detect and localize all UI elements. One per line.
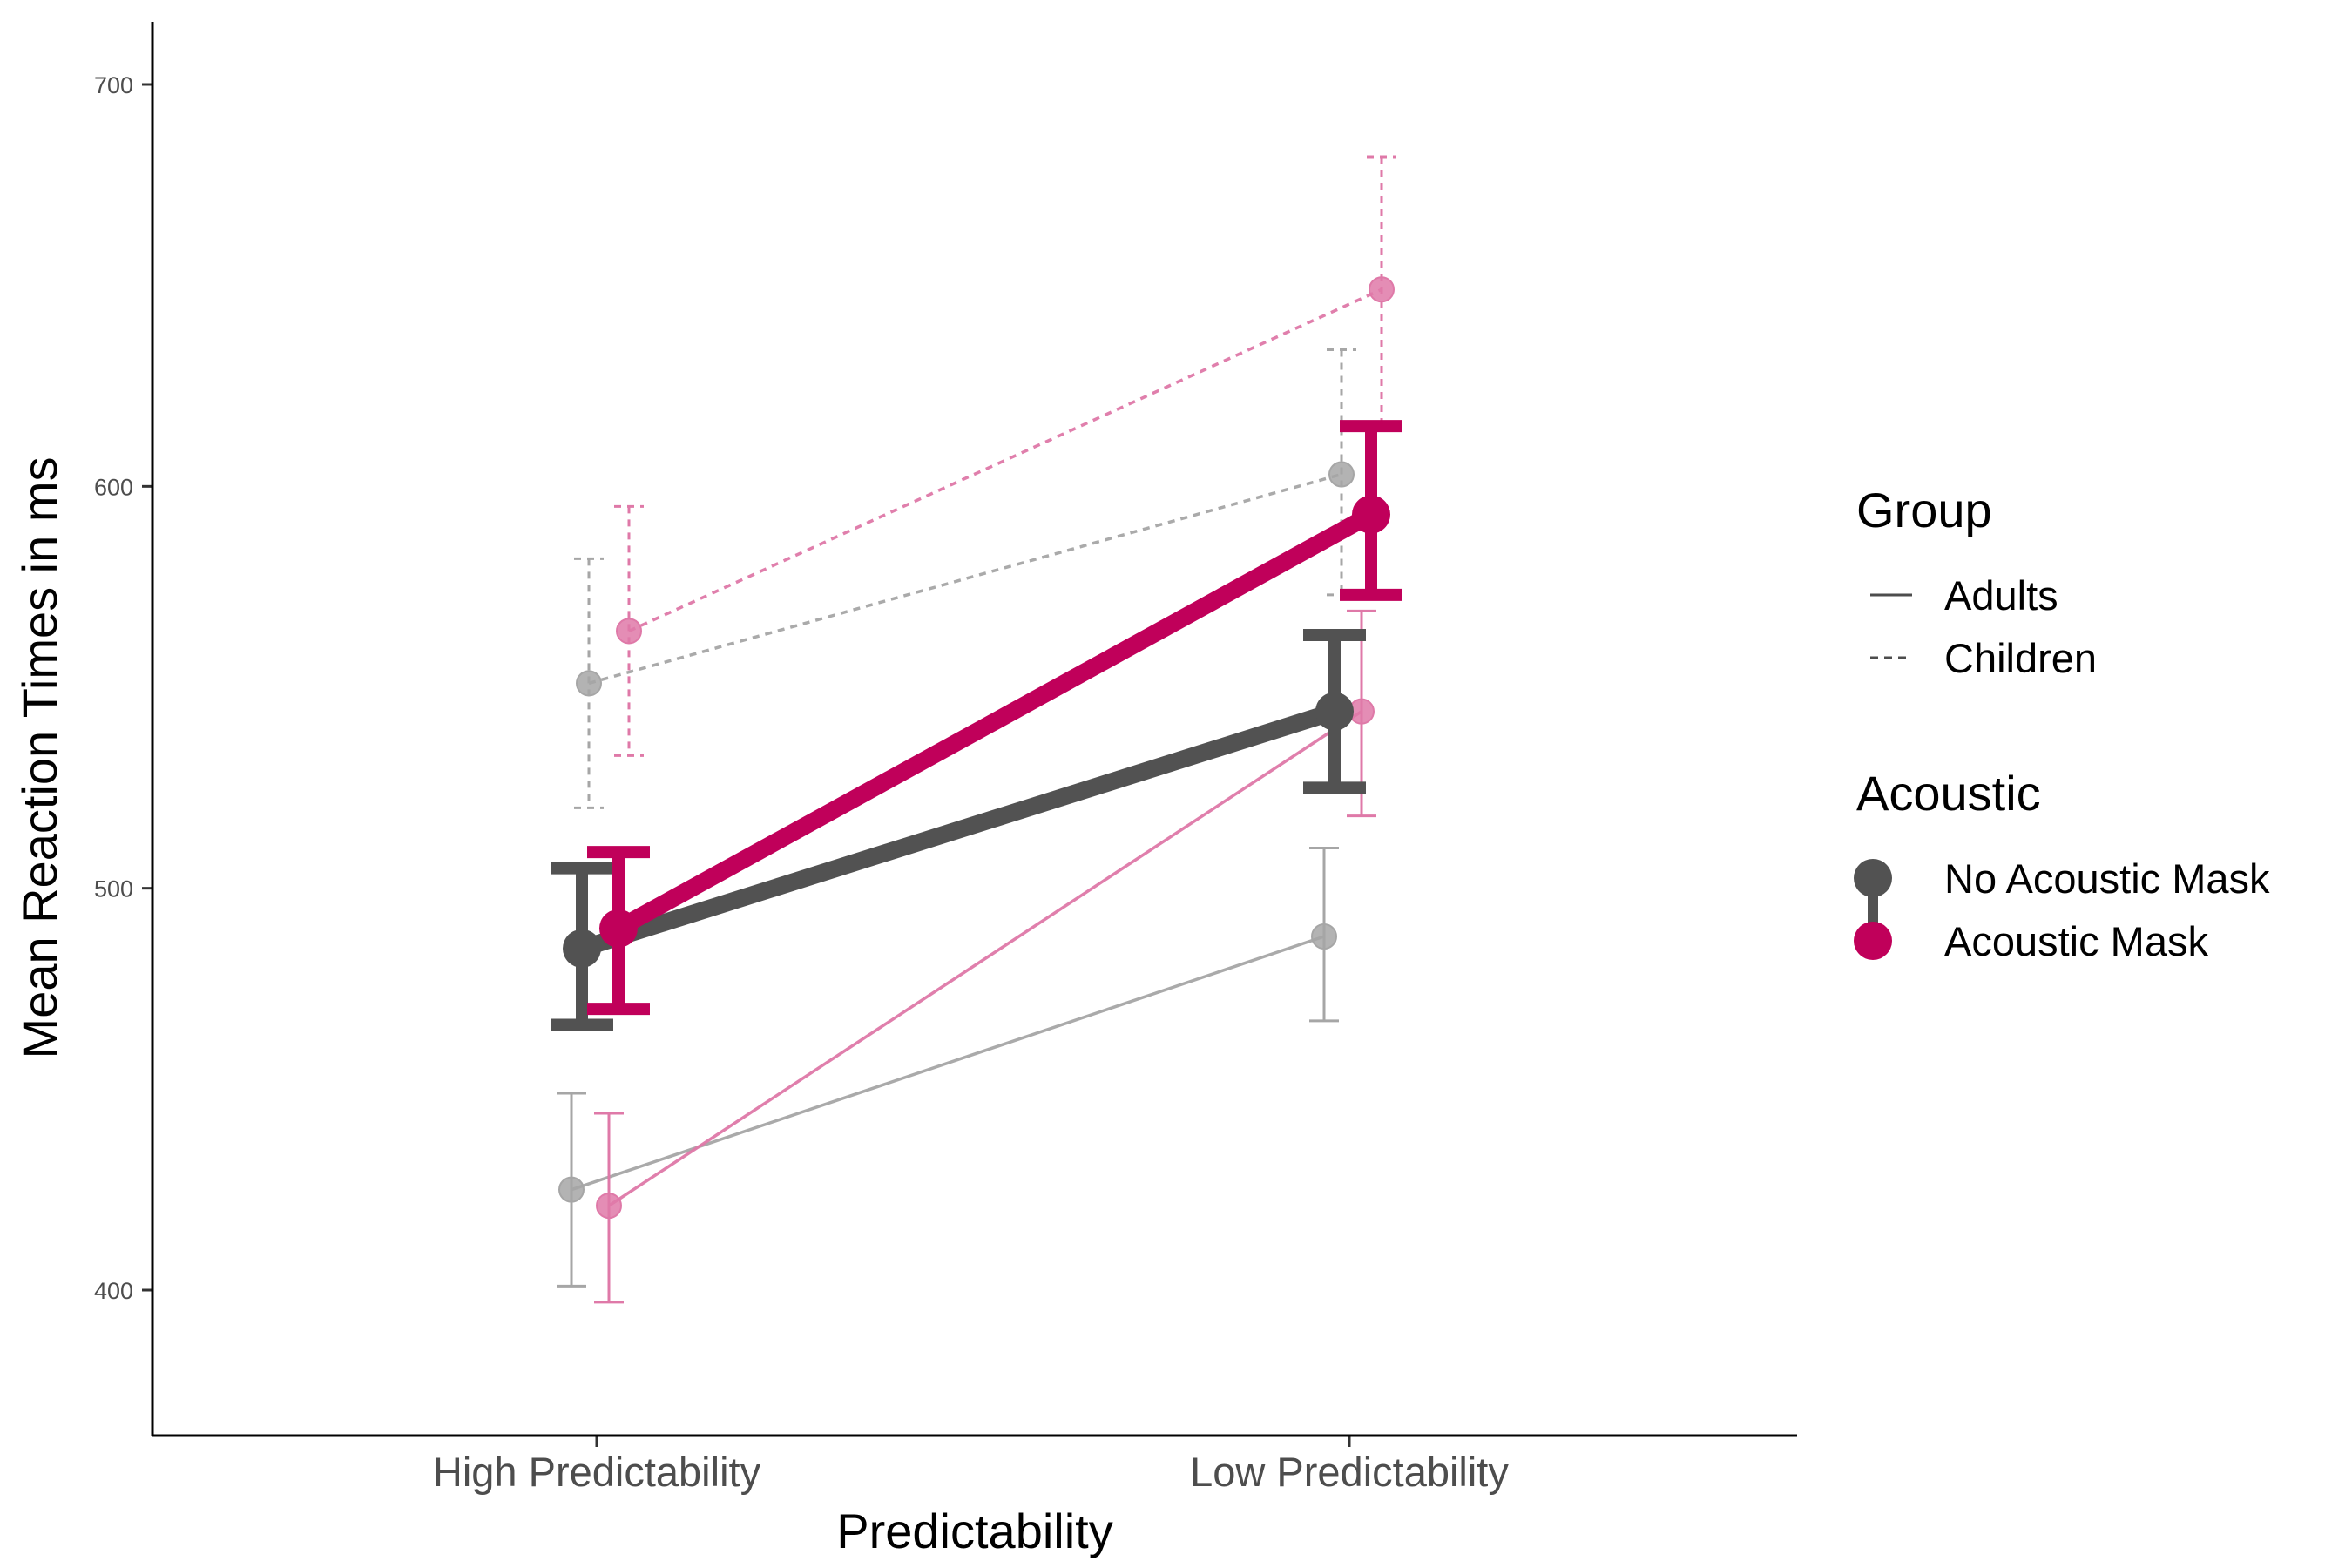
legend-label-no-acoustic-mask: No Acoustic Mask (1944, 855, 2270, 902)
x-tick-label: Low Predictability (1190, 1449, 1509, 1495)
series-acoustic-mask-children (614, 155, 1396, 757)
series-line (571, 935, 1325, 1192)
x-axis-title: Predictability (836, 1504, 1112, 1558)
data-point (599, 909, 638, 948)
series-line (614, 506, 1375, 936)
error-bar (614, 504, 644, 757)
plot-marks (551, 155, 1402, 1304)
data-point (616, 618, 642, 645)
error-bar (574, 557, 604, 809)
data-point (563, 929, 601, 968)
legend-key-acoustic-mask (1854, 922, 1892, 960)
legend: Group Adults Children Acoustic No Acoust… (1854, 483, 2270, 964)
legend-label-children: Children (1944, 635, 2097, 681)
legend-label-adults: Adults (1944, 572, 2058, 618)
legend-key-no-acoustic-mask (1854, 859, 1892, 923)
data-point (558, 1176, 585, 1203)
data-point (596, 1193, 622, 1220)
y-tick-label: 700 (94, 72, 133, 98)
legend-acoustic-title: Acoustic (1856, 766, 2041, 821)
y-tick-label: 500 (94, 876, 133, 902)
data-point (1369, 276, 1395, 303)
series-acoustic-mask-adults (594, 609, 1376, 1304)
data-point (1352, 495, 1390, 534)
legend-label-acoustic-mask: Acoustic Mask (1944, 918, 2208, 964)
legend-group-title: Group (1856, 483, 1992, 537)
data-point (1315, 692, 1354, 731)
series-line (608, 710, 1362, 1207)
series-line (578, 703, 1338, 957)
data-point (1311, 923, 1337, 950)
y-tick-label: 400 (94, 1278, 133, 1304)
series-no-acoustic-mask-overall (551, 629, 1366, 1031)
series-acoustic-mask-overall (587, 420, 1402, 1016)
series-line (588, 472, 1342, 686)
x-axis-ticks: High Predictability Low Predictability (433, 1436, 1509, 1495)
series-no-acoustic-mask-children (574, 348, 1356, 809)
data-point (1328, 461, 1355, 488)
y-tick-label: 600 (94, 474, 133, 500)
data-point (576, 670, 602, 697)
y-axis-title: Mean Reaction Times in ms (12, 457, 67, 1059)
x-tick-label: High Predictability (433, 1449, 761, 1495)
y-axis-ticks: 400 500 600 700 (94, 72, 152, 1304)
